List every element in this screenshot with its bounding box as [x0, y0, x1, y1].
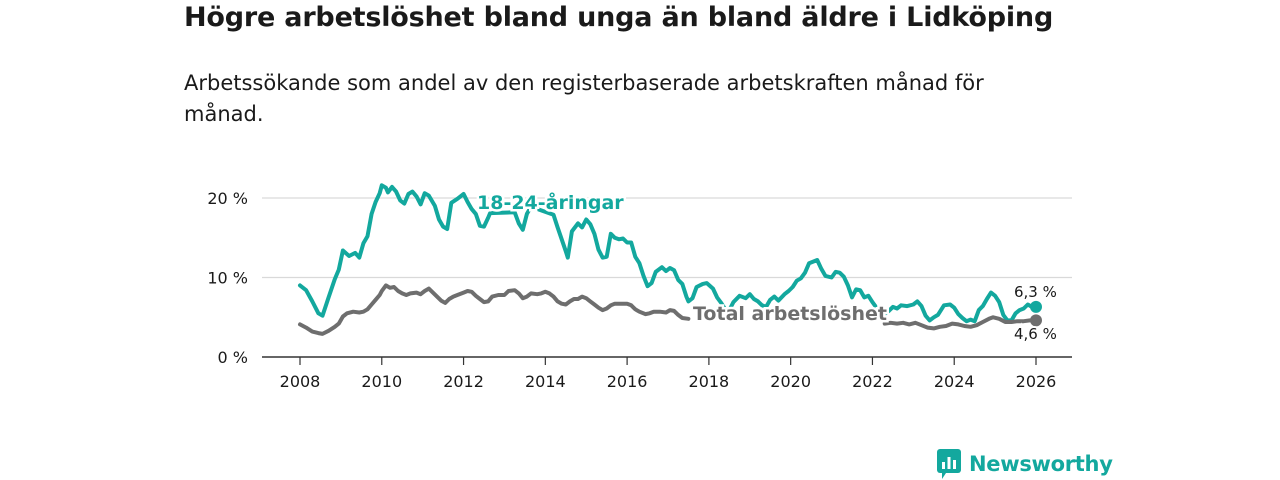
series-label-total: Total arbetslöshet: [693, 303, 887, 325]
chart-title: Högre arbetslöshet bland unga än bland ä…: [184, 2, 1054, 33]
series-label-youth: 18-24-åringar: [477, 190, 624, 214]
x-tick-label: 2010: [361, 372, 402, 391]
series-labels: 18-24-åringar Total arbetslöshet 6,3 % 4,6 …: [475, 188, 1059, 346]
end-label-youth: 6,3 %: [1014, 283, 1057, 301]
gridlines: [262, 197, 1072, 279]
end-label-total: 4,6 %: [1014, 325, 1057, 343]
x-tick-label: 2022: [852, 372, 893, 391]
x-tick-label: 2012: [443, 372, 484, 391]
x-tick-label: 2024: [934, 372, 975, 391]
series-line-youth: [298, 183, 1038, 324]
y-tick-label: 0 %: [218, 348, 248, 367]
end-point-youth: [1030, 300, 1042, 313]
x-tick-label: 2020: [770, 372, 811, 391]
x-tick-label: 2026: [1016, 372, 1057, 391]
brand-name: Newsworthy: [969, 452, 1113, 476]
series-line-total: [298, 283, 691, 336]
y-tick-label: 10 %: [207, 269, 248, 288]
x-tick-label: 2014: [525, 372, 566, 391]
chart-subtitle: Arbetssökande som andel av den registerb…: [184, 71, 984, 126]
axes: 0 % 10 % 20 % 2008 2010 2012 2014 2016 2018 2020 2…: [207, 189, 1072, 391]
end-point-total: [1030, 314, 1042, 327]
y-tick-label: 20 %: [207, 189, 248, 208]
newsworthy-logo-icon: [937, 449, 961, 479]
x-tick-label: 2016: [607, 372, 648, 391]
x-tick-label: 2018: [689, 372, 730, 391]
brand-logo: Newsworthy: [937, 449, 1113, 479]
series-lines: [298, 183, 1038, 336]
x-tick-label: 2008: [280, 372, 321, 391]
series-line-total-tail: [882, 315, 1038, 331]
